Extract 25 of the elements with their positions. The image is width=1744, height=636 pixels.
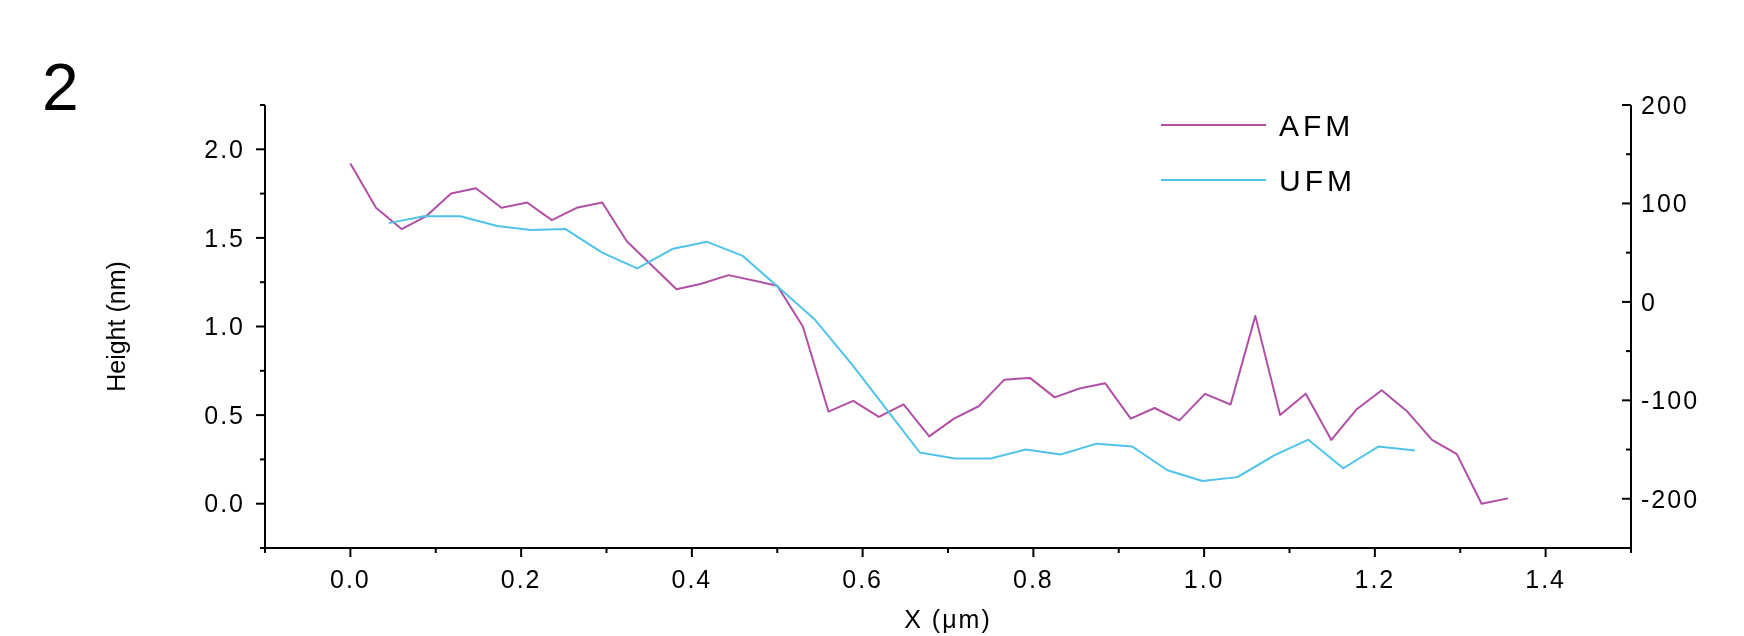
x-tick-label: 0.0 — [329, 565, 371, 593]
x-tick-label: 0.6 — [842, 565, 884, 593]
x-tick-label: 0.2 — [500, 565, 542, 593]
x-tick-label: 1.0 — [1183, 565, 1225, 593]
y2-tick-label: 100 — [1641, 189, 1689, 218]
y2-tick-label: 0 — [1641, 287, 1657, 316]
y2-tick-label: 200 — [1641, 90, 1689, 119]
x-tick-label: 0.4 — [671, 565, 713, 593]
legend-label: AFM — [1279, 108, 1355, 142]
y-tick-label: 0.0 — [204, 489, 245, 518]
y-tick-label: 1.0 — [204, 312, 245, 341]
y2-tick-label: -200 — [1641, 484, 1700, 513]
y-tick-label: 2.0 — [204, 135, 245, 164]
chart-title: 2 — [42, 50, 79, 124]
x-tick-label: 0.8 — [1012, 565, 1054, 593]
y2-tick-label: -100 — [1641, 386, 1700, 415]
y-tick-label: 0.5 — [204, 400, 245, 429]
line-series — [349, 162, 1510, 505]
x-axis-title: X (μm) — [904, 605, 992, 633]
line-series — [387, 215, 1416, 483]
y-axis-title: Height (nm) — [102, 261, 130, 392]
x-tick-label: 1.4 — [1525, 565, 1567, 593]
y-tick-label: 1.5 — [204, 223, 245, 252]
legend-label: UFM — [1279, 163, 1356, 197]
x-tick-label: 1.2 — [1354, 565, 1396, 593]
